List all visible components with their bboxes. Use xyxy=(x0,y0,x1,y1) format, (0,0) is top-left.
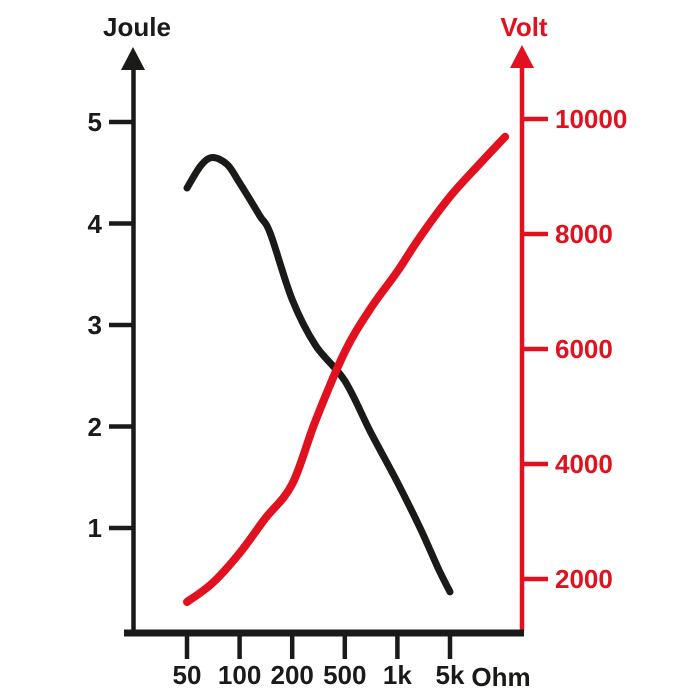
volt-tick-label: 2000 xyxy=(555,564,613,594)
ohm-tick-label: 5k xyxy=(435,660,465,690)
volt-tick-label: 6000 xyxy=(555,334,613,364)
joule-tick-label: 2 xyxy=(87,411,102,442)
tick-marks xyxy=(109,116,548,659)
ohm-tick-label: 100 xyxy=(217,660,262,690)
curves xyxy=(183,132,510,606)
volt-curve xyxy=(183,132,510,606)
joule-curve xyxy=(183,154,454,596)
volt-tick-label: 10000 xyxy=(555,104,628,134)
joule-axis-title: Joule xyxy=(103,12,171,42)
volt-tick-label: 8000 xyxy=(555,219,613,249)
volt-axis-arrow-icon xyxy=(510,45,534,68)
ohm-tick-label: 200 xyxy=(270,660,314,690)
ohm-tick-label: 1k xyxy=(382,660,412,690)
ohm-tick-label: 50 xyxy=(172,660,202,690)
joule-axis-arrow-icon xyxy=(121,47,145,70)
ohm-tick-label: 500 xyxy=(323,660,367,690)
joule-tick-label: 5 xyxy=(87,107,102,137)
ohm-unit-label: Ohm xyxy=(471,662,531,692)
ohm-axis-line xyxy=(124,629,524,637)
joule-tick-label: 1 xyxy=(87,513,102,543)
joule-tick-label: 4 xyxy=(87,208,102,239)
joule-tick-label: 3 xyxy=(87,310,102,340)
volt-axis-title: Volt xyxy=(500,12,548,42)
volt-tick-label: 4000 xyxy=(555,449,613,479)
